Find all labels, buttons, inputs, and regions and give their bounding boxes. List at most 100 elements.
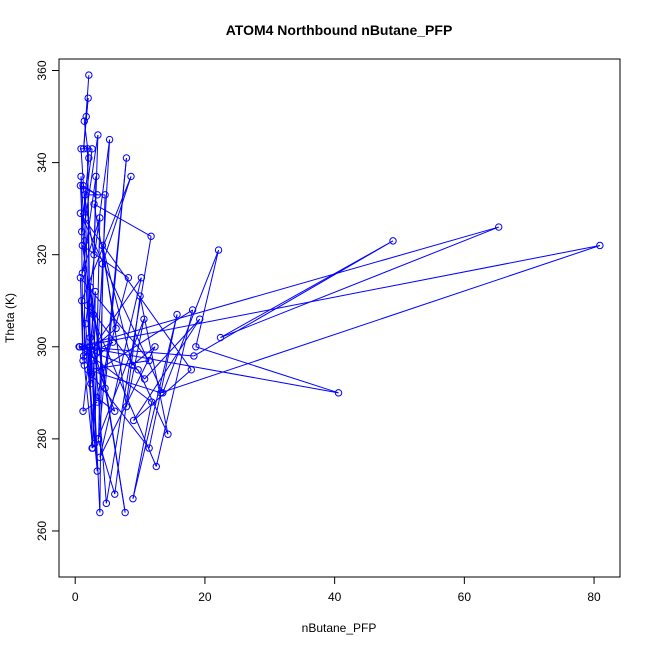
y-tick-label: 320 (35, 244, 49, 264)
series-segment (83, 121, 90, 159)
series-segment (92, 291, 96, 315)
plot-frame (58, 58, 621, 578)
series-segment (83, 116, 87, 122)
x-tick-label: 20 (198, 590, 212, 604)
data-point (77, 297, 86, 305)
series-segment (133, 369, 192, 421)
data-point (78, 343, 87, 351)
data-point (81, 320, 90, 328)
series-segment (79, 212, 192, 371)
x-axis: 0 20 40 60 80 (72, 576, 601, 604)
data-point (96, 214, 104, 222)
data-point (76, 209, 85, 217)
y-tick-label: 300 (35, 336, 49, 356)
series-segment (87, 305, 157, 467)
data-point (129, 495, 137, 503)
data-point (111, 490, 119, 498)
series-segment (132, 401, 153, 499)
data-point (109, 338, 117, 346)
series-segment (88, 360, 150, 371)
data-point (196, 315, 204, 323)
data-point (98, 260, 107, 268)
data-point (101, 384, 109, 392)
y-tick-label: 260 (35, 521, 49, 541)
series-segment (160, 245, 601, 394)
series-segment (82, 346, 194, 357)
data-point (82, 112, 90, 121)
data-point (89, 444, 97, 452)
data-point (80, 361, 88, 369)
data-point (192, 343, 200, 351)
series-segment (82, 314, 94, 412)
series-points (75, 71, 604, 517)
y-axis: 260 280 300 320 340 360 (35, 60, 60, 541)
data-point (81, 237, 89, 245)
data-point (389, 237, 397, 245)
data-point (127, 172, 135, 181)
data-point (111, 407, 119, 415)
data-point (81, 191, 89, 199)
data-point (90, 250, 98, 259)
series-segment (195, 249, 220, 347)
x-tick-label: 80 (587, 590, 601, 604)
data-point (334, 389, 343, 397)
series-segment (220, 226, 499, 339)
data-point (76, 343, 84, 351)
series-segment (193, 240, 394, 357)
data-point (79, 356, 87, 365)
data-point (89, 356, 97, 365)
data-point (89, 310, 98, 319)
data-point (187, 366, 196, 374)
series-segment (79, 244, 600, 348)
data-point (101, 191, 109, 199)
series-line (78, 75, 601, 513)
series-segment (101, 245, 133, 366)
data-point (96, 508, 104, 517)
series-segment (144, 318, 201, 380)
data-point (92, 393, 101, 402)
series-segment (78, 346, 139, 371)
data-point (81, 214, 90, 222)
series-segment (91, 309, 193, 375)
data-point (151, 343, 159, 351)
data-point (76, 181, 85, 190)
data-point (124, 274, 133, 282)
series-segment (82, 401, 98, 412)
data-point (76, 274, 85, 282)
data-point (98, 241, 107, 250)
data-point (105, 135, 114, 144)
series-segment (88, 369, 161, 394)
series-segment (79, 226, 499, 348)
data-point (88, 145, 96, 153)
series-segment (91, 374, 150, 449)
data-point (136, 292, 144, 300)
data-point (87, 347, 95, 356)
series-segment (91, 139, 111, 449)
data-point (122, 154, 131, 162)
data-point (145, 444, 153, 452)
data-point (145, 356, 153, 365)
data-point (188, 306, 197, 314)
data-point (93, 467, 101, 475)
series-segment (162, 249, 220, 394)
data-point (77, 172, 85, 181)
data-point (96, 453, 104, 461)
data-point (164, 430, 172, 438)
series-segment (101, 176, 132, 265)
data-point (80, 117, 88, 125)
data-point (79, 181, 87, 190)
data-point (86, 333, 94, 342)
series-segment (93, 203, 152, 237)
data-point (148, 398, 156, 406)
series-segment (90, 277, 142, 352)
series-segment (83, 365, 94, 449)
data-point (92, 172, 100, 181)
data-point (91, 287, 100, 296)
data-point (173, 310, 181, 319)
series-segment (82, 245, 129, 279)
data-point (134, 366, 142, 374)
data-point (122, 402, 131, 411)
data-point (214, 246, 223, 254)
series-segment (148, 314, 178, 449)
series-segment (92, 341, 114, 361)
